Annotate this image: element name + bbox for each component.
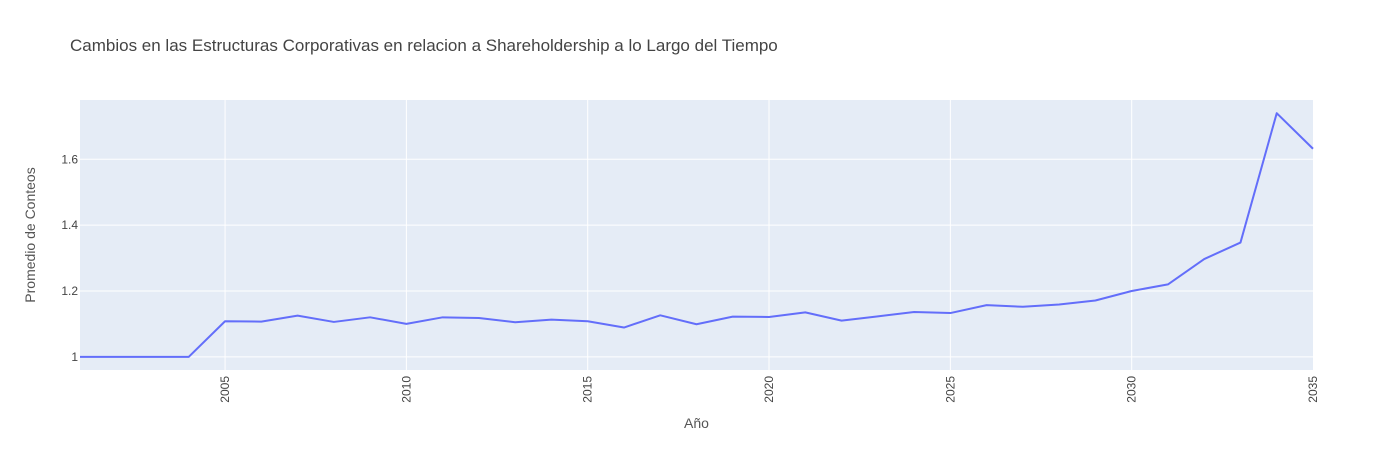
x-tick-label: 2010 bbox=[399, 376, 413, 403]
x-axis-ticks: 2005 2010 2015 2020 2025 2030 2035 bbox=[218, 376, 1320, 403]
y-tick-label: 1.2 bbox=[61, 284, 78, 298]
y-axis-ticks: 1 1.2 1.4 1.6 bbox=[61, 152, 78, 364]
x-tick-label: 2035 bbox=[1306, 376, 1320, 403]
x-tick-label: 2020 bbox=[762, 376, 776, 403]
y-tick-label: 1.6 bbox=[61, 152, 78, 166]
chart-title: Cambios en las Estructuras Corporativas … bbox=[70, 36, 778, 55]
series-layer bbox=[79, 112, 1314, 358]
y-tick-label: 1 bbox=[71, 350, 78, 364]
x-tick-label: 2015 bbox=[581, 376, 595, 403]
x-axis-title: Año bbox=[684, 415, 709, 431]
plot-area bbox=[80, 100, 1313, 370]
y-axis-title: Promedio de Conteos bbox=[22, 167, 38, 302]
x-tick-label: 2025 bbox=[943, 376, 957, 403]
x-tick-label: 2005 bbox=[218, 376, 232, 403]
x-tick-label: 2030 bbox=[1125, 376, 1139, 403]
y-tick-label: 1.4 bbox=[61, 218, 78, 232]
gridlines bbox=[80, 100, 1313, 370]
